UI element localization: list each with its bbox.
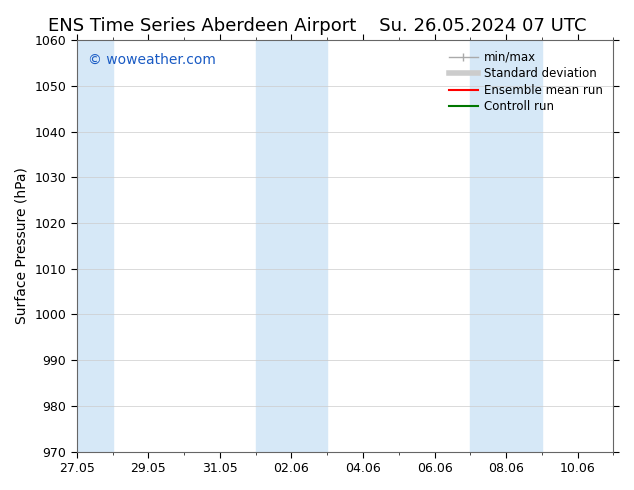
Text: © woweather.com: © woweather.com: [87, 52, 216, 67]
Bar: [470, 40, 542, 452]
Bar: [41, 40, 113, 452]
Bar: [256, 40, 327, 452]
Y-axis label: Surface Pressure (hPa): Surface Pressure (hPa): [15, 168, 29, 324]
Text: ENS Time Series Aberdeen Airport    Su. 26.05.2024 07 UTC: ENS Time Series Aberdeen Airport Su. 26.…: [48, 17, 586, 35]
Legend: min/max, Standard deviation, Ensemble mean run, Controll run: min/max, Standard deviation, Ensemble me…: [444, 46, 607, 118]
